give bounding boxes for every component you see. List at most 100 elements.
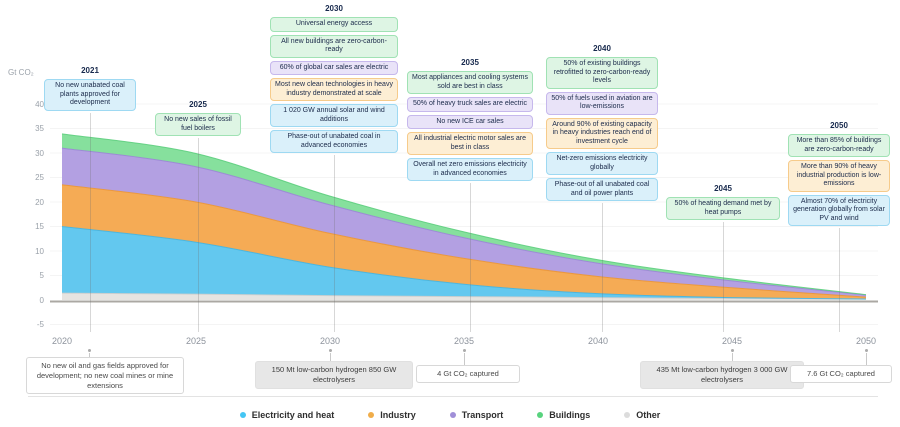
legend-item: Other xyxy=(624,410,660,420)
x-axis-tick: 2040 xyxy=(587,336,609,346)
callout-box: 7.6 Gt CO₂ captured xyxy=(790,365,892,383)
milestone-column-2050: 2050 More than 85% of buildings are zero-… xyxy=(788,121,890,227)
y-axis-tick: 30 xyxy=(35,148,44,158)
milestone-box: Around 90% of existing capacity in heavy… xyxy=(546,117,658,150)
milestone-column-2030: 2030 Universal energy access All new build… xyxy=(270,4,398,154)
legend-label: Buildings xyxy=(549,410,591,420)
callout-box: 150 Mt low-carbon hydrogen 850 GW electr… xyxy=(255,361,413,389)
milestone-box: Most new clean technologies in heavy ind… xyxy=(270,78,398,102)
callout-connector-line xyxy=(866,353,867,365)
callout-connector-dot xyxy=(864,349,868,352)
milestone-year-label: 2040 xyxy=(593,44,611,53)
milestone-box: 50% of existing buildings retrofitted to… xyxy=(546,57,658,89)
area-edge xyxy=(61,226,867,300)
milestone-leader-line xyxy=(839,228,840,332)
legend-color-dot xyxy=(537,412,544,418)
milestone-year-label: 2030 xyxy=(325,4,343,13)
milestone-box: More than 90% of heavy industrial produc… xyxy=(788,160,890,192)
chart-legend: Electricity and heat Industry Transport Bui… xyxy=(0,410,900,420)
legend-label: Other xyxy=(636,410,661,420)
x-axis-tick: 2025 xyxy=(185,336,207,346)
area-edge xyxy=(61,184,867,298)
milestone-box: Universal energy access xyxy=(270,17,398,32)
callout-connector-dot xyxy=(730,349,734,352)
callout-box: 4 Gt CO₂ captured xyxy=(416,365,520,383)
milestone-column-2025: 2025 No new sales of fossil fuel boilers xyxy=(155,100,241,137)
milestone-leader-line xyxy=(334,155,335,332)
milestone-box: Net-zero emissions electricity globally xyxy=(546,152,658,176)
milestone-box: Phase-out of unabated coal in advanced e… xyxy=(270,130,398,154)
milestone-column-2021: 2021 No new unabated coal plants approved… xyxy=(44,66,136,111)
legend-item: Buildings xyxy=(537,410,590,420)
x-axis-tick: 2045 xyxy=(721,336,743,346)
milestone-column-2045: 2045 50% of heating demand met by heat pu… xyxy=(666,184,780,221)
callout-connector-line xyxy=(732,353,733,361)
milestone-leader-line xyxy=(90,113,91,332)
legend-label: Electricity and heat xyxy=(251,410,335,420)
legend-divider xyxy=(28,396,878,397)
legend-item: Industry xyxy=(368,410,416,420)
milestone-box: No new ICE car sales xyxy=(407,114,533,130)
area-edge xyxy=(61,133,867,296)
y-axis-tick: 5 xyxy=(39,271,44,280)
milestone-box: Almost 70% of electricity generation glo… xyxy=(788,194,890,227)
callout-box: 435 Mt low-carbon hydrogen 3 000 GW elec… xyxy=(640,361,804,389)
milestone-box: More than 85% of buildings are zero-carb… xyxy=(788,134,890,158)
milestone-column-2040: 2040 50% of existing buildings retrofitte… xyxy=(546,44,658,202)
area-edge xyxy=(61,292,867,300)
milestone-box: All industrial electric motor sales are … xyxy=(407,132,533,156)
milestone-year-label: 2045 xyxy=(714,184,732,193)
area-electricity-and-heat xyxy=(62,226,866,299)
y-axis-tick: 35 xyxy=(35,124,44,133)
milestone-column-2035: 2035 Most appliances and cooling systems … xyxy=(407,58,533,182)
milestone-box: No new sales of fossil fuel boilers xyxy=(155,113,241,137)
legend-item: Electricity and heat xyxy=(239,410,335,420)
legend-label: Transport xyxy=(461,410,504,420)
milestone-box: 50% of heating demand met by heat pumps xyxy=(666,197,780,221)
milestone-year-label: 2035 xyxy=(461,58,479,67)
milestone-leader-line xyxy=(198,138,199,332)
x-axis-tick: 2020 xyxy=(51,336,73,346)
milestone-leader-line xyxy=(470,183,471,332)
callout-connector-line xyxy=(89,353,90,357)
milestone-box: 1 020 GW annual solar and wind additions xyxy=(270,104,398,128)
milestone-leader-line xyxy=(602,203,603,332)
y-axis-tick: 20 xyxy=(35,197,44,207)
area-edge xyxy=(61,147,867,296)
milestone-box: 50% of fuels used in aviation are low-em… xyxy=(546,91,658,115)
milestone-box: 60% of global car sales are electric xyxy=(270,60,398,76)
milestone-box: 50% of heavy truck sales are electric xyxy=(407,97,533,112)
y-axis-tick: 10 xyxy=(35,246,44,256)
callout-connector-line xyxy=(330,353,331,361)
y-axis-unit-label: Gt CO₂ xyxy=(8,68,34,77)
callout-connector-dot xyxy=(328,349,332,352)
area-industry xyxy=(62,184,866,299)
x-axis-tick: 2035 xyxy=(453,336,475,346)
callout-connector-dot xyxy=(462,349,466,352)
milestone-year-label: 2050 xyxy=(830,121,848,130)
milestone-box: All new buildings are zero-carbon-ready xyxy=(270,34,398,58)
callout-connector-dot xyxy=(87,349,91,352)
x-axis-tick: 2050 xyxy=(855,336,877,346)
legend-item: Transport xyxy=(449,410,504,420)
legend-color-dot xyxy=(368,412,375,418)
callout-box: No new oil and gas fields approved for d… xyxy=(26,357,184,395)
milestone-leader-line xyxy=(723,222,724,332)
milestone-box: No new unabated coal plants approved for… xyxy=(44,79,136,111)
y-axis-tick: 15 xyxy=(35,222,44,231)
legend-color-dot xyxy=(239,412,246,418)
milestone-year-label: 2021 xyxy=(81,66,99,75)
legend-color-dot xyxy=(624,412,631,418)
y-axis-tick: -5 xyxy=(36,320,44,329)
y-axis-tick: 25 xyxy=(35,173,44,182)
y-axis-tick: 40 xyxy=(35,99,44,109)
milestone-year-label: 2025 xyxy=(189,100,207,109)
callout-connector-line xyxy=(464,353,465,365)
legend-label: Industry xyxy=(380,410,416,420)
y-axis-tick: 0 xyxy=(39,295,44,305)
milestone-box: Phase-out of all unabated coal and oil p… xyxy=(546,178,658,202)
milestone-box: Overall net zero emissions electricity i… xyxy=(407,158,533,182)
x-axis-tick: 2030 xyxy=(319,336,341,346)
